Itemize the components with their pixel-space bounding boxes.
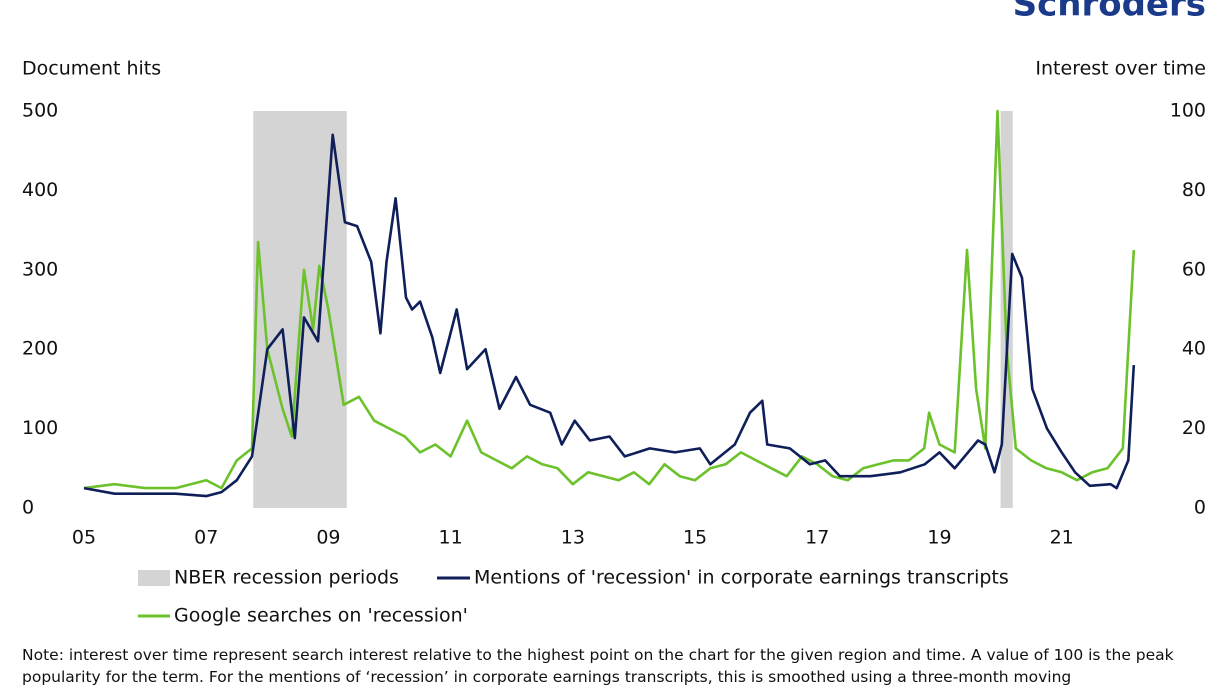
note: Note: interest over time represent searc… — [22, 646, 1174, 686]
x-tick-label: 07 — [194, 527, 218, 549]
y2-tick-label: 80 — [1182, 179, 1206, 201]
recession-band — [1000, 111, 1013, 508]
legend-label: NBER recession periods — [174, 567, 399, 589]
y2-axis-label: Interest over time — [1035, 58, 1206, 80]
y-tick-label: 500 — [22, 100, 58, 122]
x-tick-label: 21 — [1050, 527, 1074, 549]
y-tick-label: 300 — [22, 258, 58, 280]
y-tick-label: 0 — [22, 497, 34, 519]
y-tick-label: 100 — [22, 417, 58, 439]
x-tick-label: 19 — [927, 527, 951, 549]
x-tick-label: 13 — [561, 527, 585, 549]
chart: Schroders Document hits Interest over ti… — [22, 0, 1206, 627]
x-tick-label: 15 — [683, 527, 707, 549]
legend-label: Google searches on 'recession' — [174, 605, 468, 627]
y2-tick-label: 40 — [1182, 338, 1206, 360]
legend-swatch — [138, 570, 170, 586]
y-axis-label: Document hits — [22, 58, 161, 80]
x-tick-label: 09 — [316, 527, 340, 549]
y2-tick-label: 0 — [1194, 497, 1206, 519]
brand-logo: Schroders — [1013, 0, 1206, 25]
y-tick-label: 200 — [22, 338, 58, 360]
y2-tick-label: 100 — [1170, 100, 1206, 122]
series-line — [83, 109, 1136, 490]
x-tick-label: 17 — [805, 527, 829, 549]
y2-tick-label: 20 — [1182, 417, 1206, 439]
x-tick-label: 05 — [72, 527, 96, 549]
y2-tick-label: 60 — [1182, 258, 1206, 280]
y-tick-label: 400 — [22, 179, 58, 201]
legend-label: Mentions of 'recession' in corporate ear… — [474, 567, 1009, 589]
x-tick-label: 11 — [439, 527, 463, 549]
series-line — [83, 133, 1136, 498]
